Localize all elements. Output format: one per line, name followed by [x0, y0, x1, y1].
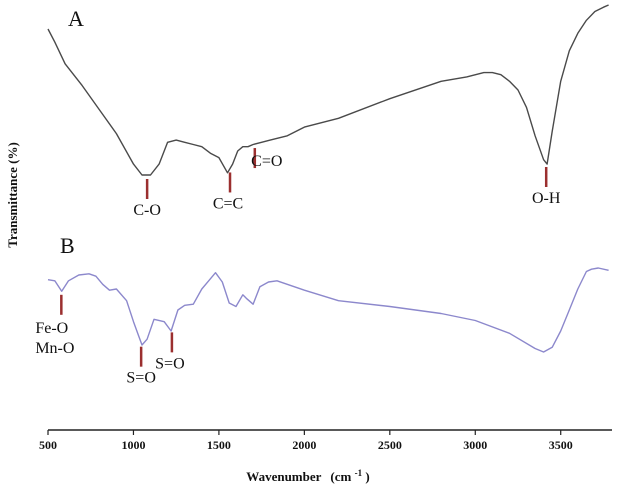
x-tick-label: 1500 [207, 438, 231, 452]
x-tick-label: 2000 [292, 438, 316, 452]
peak-label: O-H [532, 190, 561, 207]
x-axis-unit-sup: -1 [355, 468, 363, 478]
x-axis-title: Wavenumber (cm -1 ) [246, 464, 369, 484]
peak-label: S=O [126, 370, 155, 387]
peak-label: Fe-O [35, 320, 68, 337]
plot-area: 500 1000 1500 2000 2500 3000 3500 C-O C=C C=O O-H F… [35, 4, 612, 452]
panel-label-a: A [68, 6, 84, 31]
peak-label: C=O [251, 153, 282, 170]
x-tick-label: 3000 [463, 438, 487, 452]
x-tick-label: 500 [39, 438, 57, 452]
spectrum-line-a [47, 4, 609, 176]
x-axis-unit-base: (cm [330, 469, 351, 484]
x-axis-title-word: Wavenumber [246, 469, 321, 484]
x-tick-label: 1000 [121, 438, 145, 452]
x-tick-label: 2500 [378, 438, 402, 452]
peak-label: Mn-O [35, 340, 74, 357]
spectrum-line-b [47, 267, 609, 353]
panel-label-b: B [60, 233, 75, 258]
y-axis-title: Transmittance (%) [5, 142, 20, 248]
peak-label: C=C [213, 195, 243, 212]
x-tick-label: 3500 [549, 438, 573, 452]
peak-label: S=O [155, 355, 184, 372]
peak-label: C-O [133, 202, 161, 219]
x-axis-unit-close: ) [365, 469, 369, 484]
